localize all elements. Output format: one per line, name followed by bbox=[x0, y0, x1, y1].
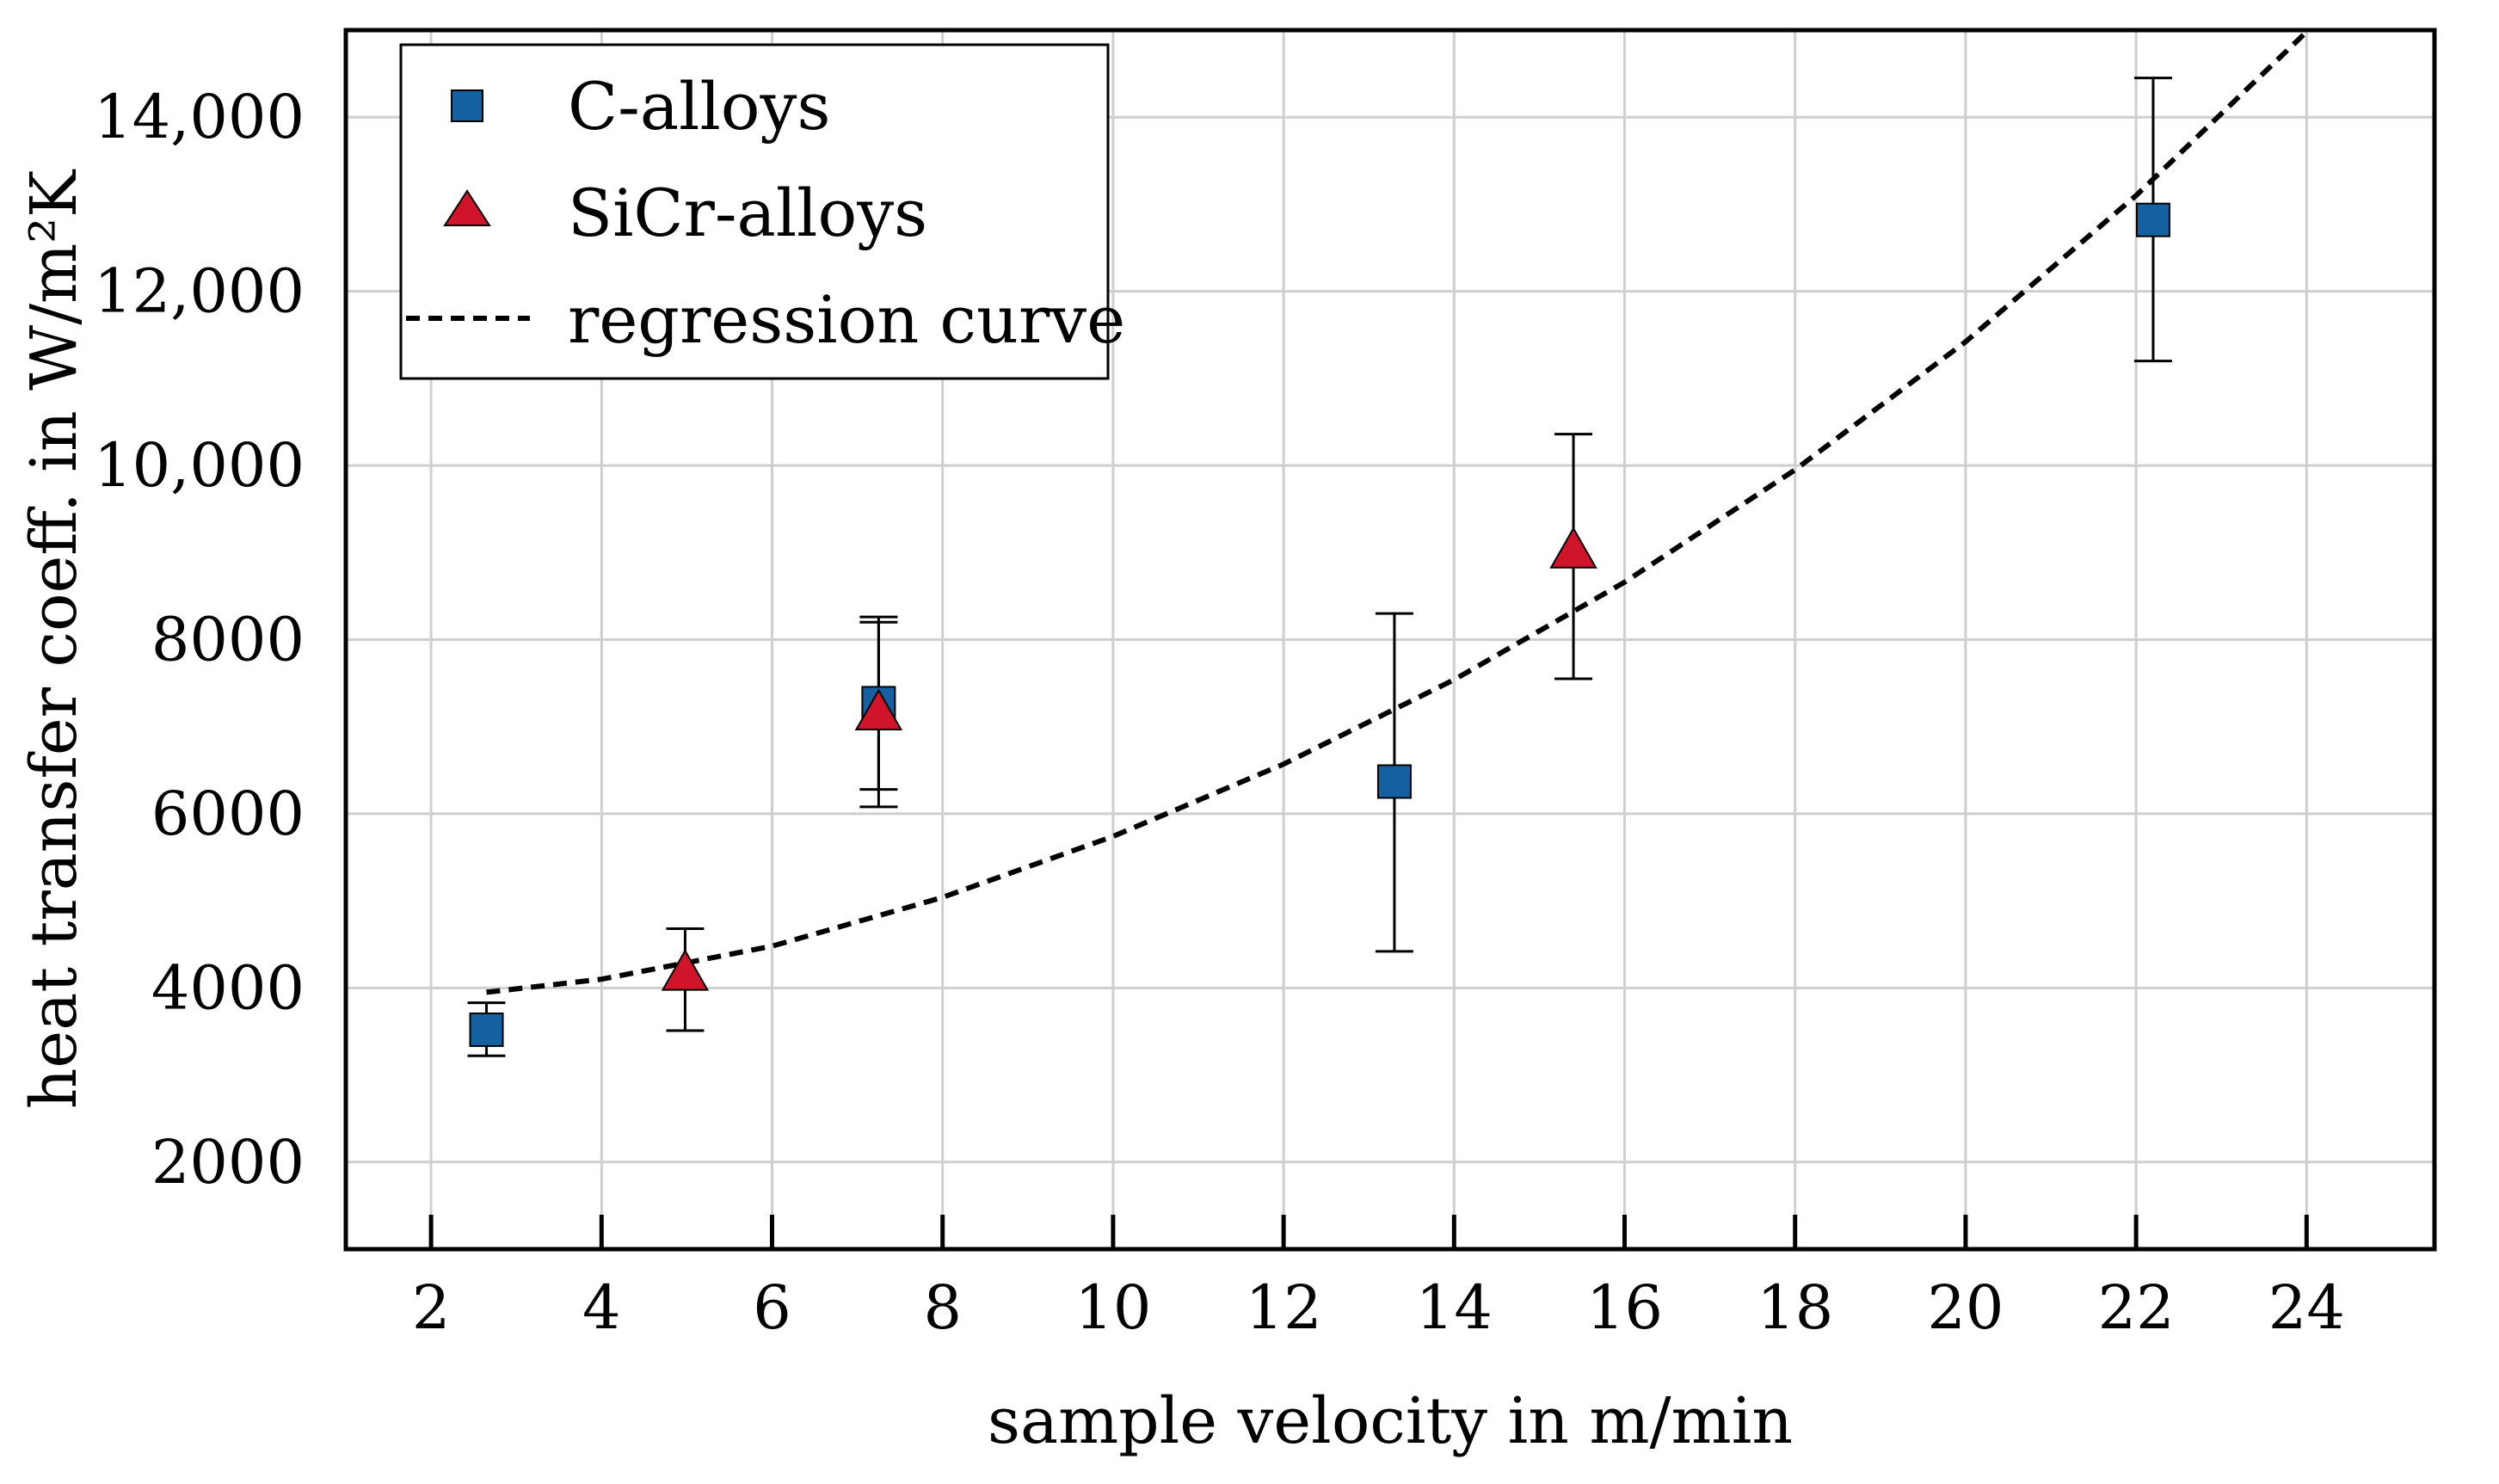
data-point-c-alloys bbox=[1376, 764, 1412, 799]
x-tick-label: 16 bbox=[1586, 1272, 1663, 1343]
legend-label-sicr-alloys: SiCr-alloys bbox=[568, 175, 927, 251]
y-axis-title: heat transfer coeff. in W/m²K bbox=[17, 169, 91, 1109]
plot-frame bbox=[343, 28, 2437, 1252]
legend-label-c-alloys: C-alloys bbox=[568, 68, 830, 145]
y-tick-label: 10,000 bbox=[94, 430, 305, 501]
data-point-c-alloys bbox=[469, 1012, 504, 1047]
legend: C-alloys SiCr-alloys regression curve bbox=[399, 43, 1125, 380]
data-point-sicr-alloys bbox=[854, 688, 903, 731]
regression-curve bbox=[486, 29, 2309, 995]
ticks bbox=[428, 1215, 2309, 1249]
x-axis-title: sample velocity in m/min bbox=[988, 1384, 1793, 1458]
x-tick-label: 14 bbox=[1416, 1272, 1493, 1343]
legend-marker-c-alloys bbox=[451, 89, 483, 122]
y-tick-labels: 2000 4000 6000 8000 10,000 12,000 14,000 bbox=[94, 82, 305, 1198]
y-tick-label: 6000 bbox=[151, 779, 305, 849]
y-tick-label: 14,000 bbox=[94, 82, 305, 152]
y-tick-label: 4000 bbox=[151, 952, 305, 1023]
legend-marker-sicr-alloys bbox=[443, 189, 491, 226]
y-tick-label: 8000 bbox=[151, 605, 305, 675]
x-tick-label: 12 bbox=[1246, 1272, 1322, 1343]
x-tick-labels: 2 4 6 8 10 12 14 16 18 20 22 24 bbox=[412, 1272, 2345, 1343]
x-tick-label: 18 bbox=[1757, 1272, 1833, 1343]
legend-label-regression: regression curve bbox=[568, 281, 1125, 358]
x-tick-label: 8 bbox=[923, 1272, 962, 1343]
data-point-sicr-alloys bbox=[1549, 526, 1597, 569]
x-tick-label: 2 bbox=[412, 1272, 451, 1343]
x-tick-label: 6 bbox=[753, 1272, 791, 1343]
x-tick-label: 10 bbox=[1074, 1272, 1151, 1343]
legend-box bbox=[399, 43, 1110, 380]
x-tick-label: 4 bbox=[582, 1272, 621, 1343]
x-tick-label: 22 bbox=[2098, 1272, 2175, 1343]
data-point-c-alloys bbox=[2135, 202, 2170, 237]
regression-layer bbox=[486, 29, 2309, 995]
x-tick-label: 20 bbox=[1927, 1272, 2004, 1343]
x-tick-label: 24 bbox=[2268, 1272, 2345, 1343]
markers-layer bbox=[469, 202, 2170, 1047]
data-point-sicr-alloys bbox=[661, 949, 710, 991]
y-tick-label: 12,000 bbox=[94, 256, 305, 327]
y-tick-label: 2000 bbox=[151, 1127, 305, 1198]
